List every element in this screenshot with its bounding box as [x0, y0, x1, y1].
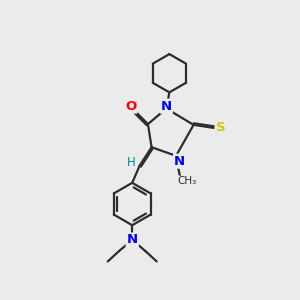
Text: O: O [125, 100, 136, 112]
Text: N: N [127, 233, 138, 246]
Text: H: H [127, 156, 136, 169]
Text: N: N [174, 155, 185, 168]
Text: CH₃: CH₃ [177, 176, 196, 187]
Text: S: S [216, 122, 225, 134]
Text: N: N [161, 100, 172, 113]
